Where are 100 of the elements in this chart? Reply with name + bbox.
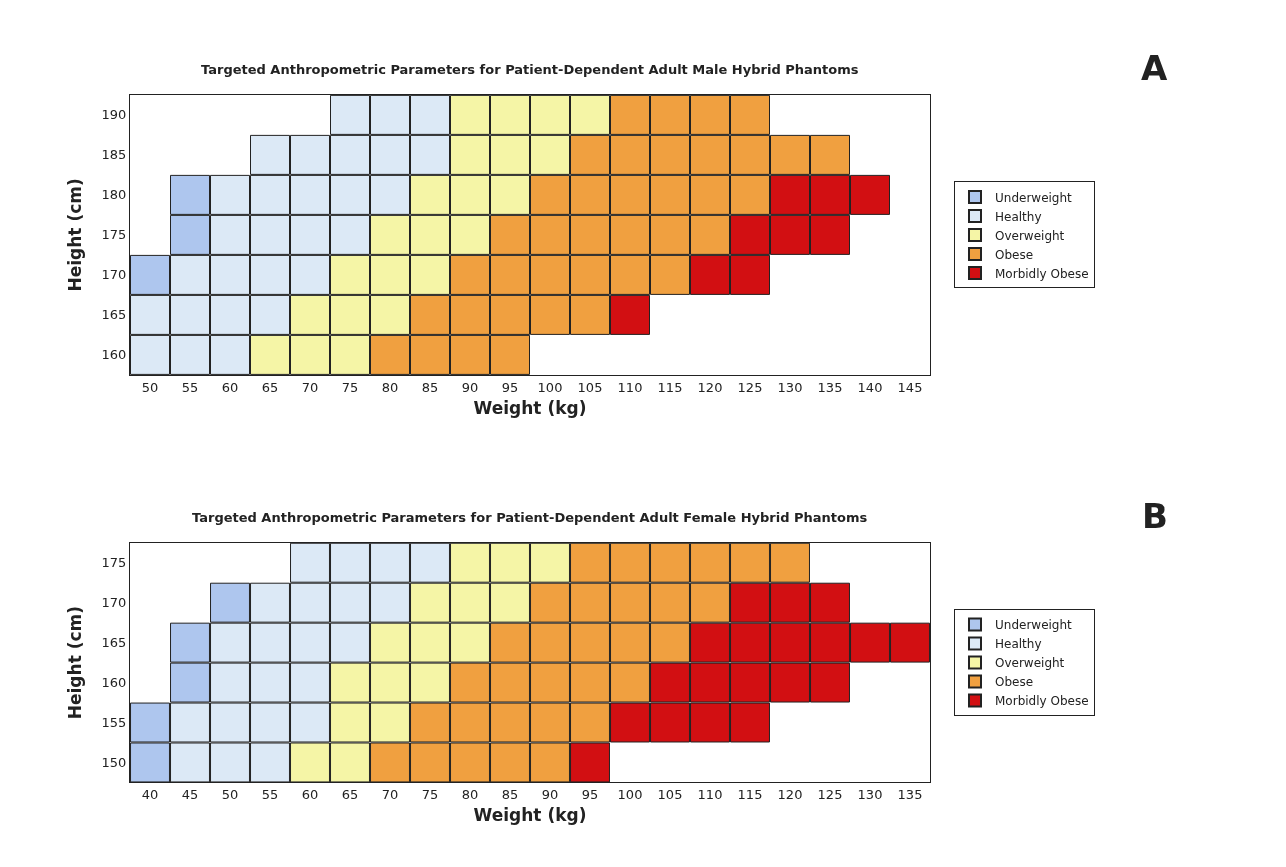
- x-tick-label: 45: [181, 787, 199, 803]
- point: [610, 94, 650, 135]
- point: [450, 134, 490, 175]
- point: [410, 214, 450, 255]
- x-tick-label: 75: [341, 379, 359, 395]
- y-tick-label: 180: [101, 187, 127, 203]
- point: [290, 622, 330, 663]
- point: [610, 662, 650, 703]
- point: [730, 582, 770, 623]
- point: [610, 702, 650, 743]
- point: [130, 702, 170, 743]
- x-tick-label: 135: [817, 379, 843, 395]
- point: [530, 582, 570, 623]
- point: [810, 582, 850, 623]
- text: B: [1142, 496, 1168, 536]
- x-tick-label: 130: [777, 379, 803, 395]
- y-tick-label: 185: [101, 147, 127, 163]
- point: [730, 254, 770, 295]
- point: [250, 622, 290, 663]
- x-tick-label: 55: [181, 379, 199, 395]
- point: [770, 174, 810, 215]
- point: [210, 742, 250, 783]
- point: [770, 622, 810, 663]
- point: [570, 702, 610, 743]
- point: [290, 542, 330, 583]
- legend-label: Morbidly Obese: [995, 266, 1089, 281]
- point: [530, 134, 570, 175]
- point: [490, 334, 530, 375]
- legend-label: Overweight: [995, 656, 1065, 671]
- x-tick-label: 50: [141, 379, 159, 395]
- point: [690, 582, 730, 623]
- x-tick-label: 50: [221, 787, 239, 803]
- legend-label: Obese: [995, 675, 1034, 690]
- point: [530, 662, 570, 703]
- point: [370, 294, 410, 335]
- point: [290, 134, 330, 175]
- point: [490, 702, 530, 743]
- x-tick-label: 115: [737, 787, 763, 803]
- point: [330, 582, 370, 623]
- point: [730, 542, 770, 583]
- point: [610, 174, 650, 215]
- point: [810, 134, 850, 175]
- point: [170, 174, 210, 215]
- point: [650, 542, 690, 583]
- point: [810, 662, 850, 703]
- point: [370, 254, 410, 295]
- point: [490, 542, 530, 583]
- legend-label: Healthy: [995, 637, 1042, 652]
- x-tick-label: 100: [537, 379, 563, 395]
- y-tick-label: 150: [101, 755, 127, 771]
- point: [490, 174, 530, 215]
- point: [570, 254, 610, 295]
- x-tick-label: 70: [381, 787, 399, 803]
- point: [370, 542, 410, 583]
- point: [450, 702, 490, 743]
- x-tick-label: 60: [221, 379, 239, 395]
- point: [170, 294, 210, 335]
- x-tick-label: 120: [777, 787, 803, 803]
- x-tick-label: 55: [261, 787, 279, 803]
- point: [810, 174, 850, 215]
- x-tick-label: 115: [657, 379, 683, 395]
- point: [410, 334, 450, 375]
- y-tick-label: 160: [101, 675, 127, 691]
- point: [410, 622, 450, 663]
- point: [450, 334, 490, 375]
- point: [290, 174, 330, 215]
- point: [650, 94, 690, 135]
- point: [290, 702, 330, 743]
- point: [690, 134, 730, 175]
- x-tick-label: 75: [421, 787, 439, 803]
- y-tick-label: 170: [101, 267, 127, 283]
- point: [610, 214, 650, 255]
- x-tick-label: 105: [577, 379, 603, 395]
- point: [450, 294, 490, 335]
- point: [330, 622, 370, 663]
- point: [210, 294, 250, 335]
- point: [690, 702, 730, 743]
- point: [530, 174, 570, 215]
- point: [330, 662, 370, 703]
- point: [730, 94, 770, 135]
- point: [130, 294, 170, 335]
- point: [450, 582, 490, 623]
- point: [610, 622, 650, 663]
- point: [730, 134, 770, 175]
- point: [650, 622, 690, 663]
- point: [610, 582, 650, 623]
- y-axis-title: Height (cm): [65, 605, 86, 720]
- point: [570, 174, 610, 215]
- y-tick-label: 155: [101, 715, 127, 731]
- point: [370, 334, 410, 375]
- point: [770, 134, 810, 175]
- point: [410, 94, 450, 135]
- point: [570, 294, 610, 335]
- point: [570, 134, 610, 175]
- point: [370, 662, 410, 703]
- legend-label: Healthy: [995, 209, 1042, 224]
- x-tick-label: 145: [897, 379, 923, 395]
- x-tick-label: 65: [261, 379, 279, 395]
- point: [570, 542, 610, 583]
- point: [770, 662, 810, 703]
